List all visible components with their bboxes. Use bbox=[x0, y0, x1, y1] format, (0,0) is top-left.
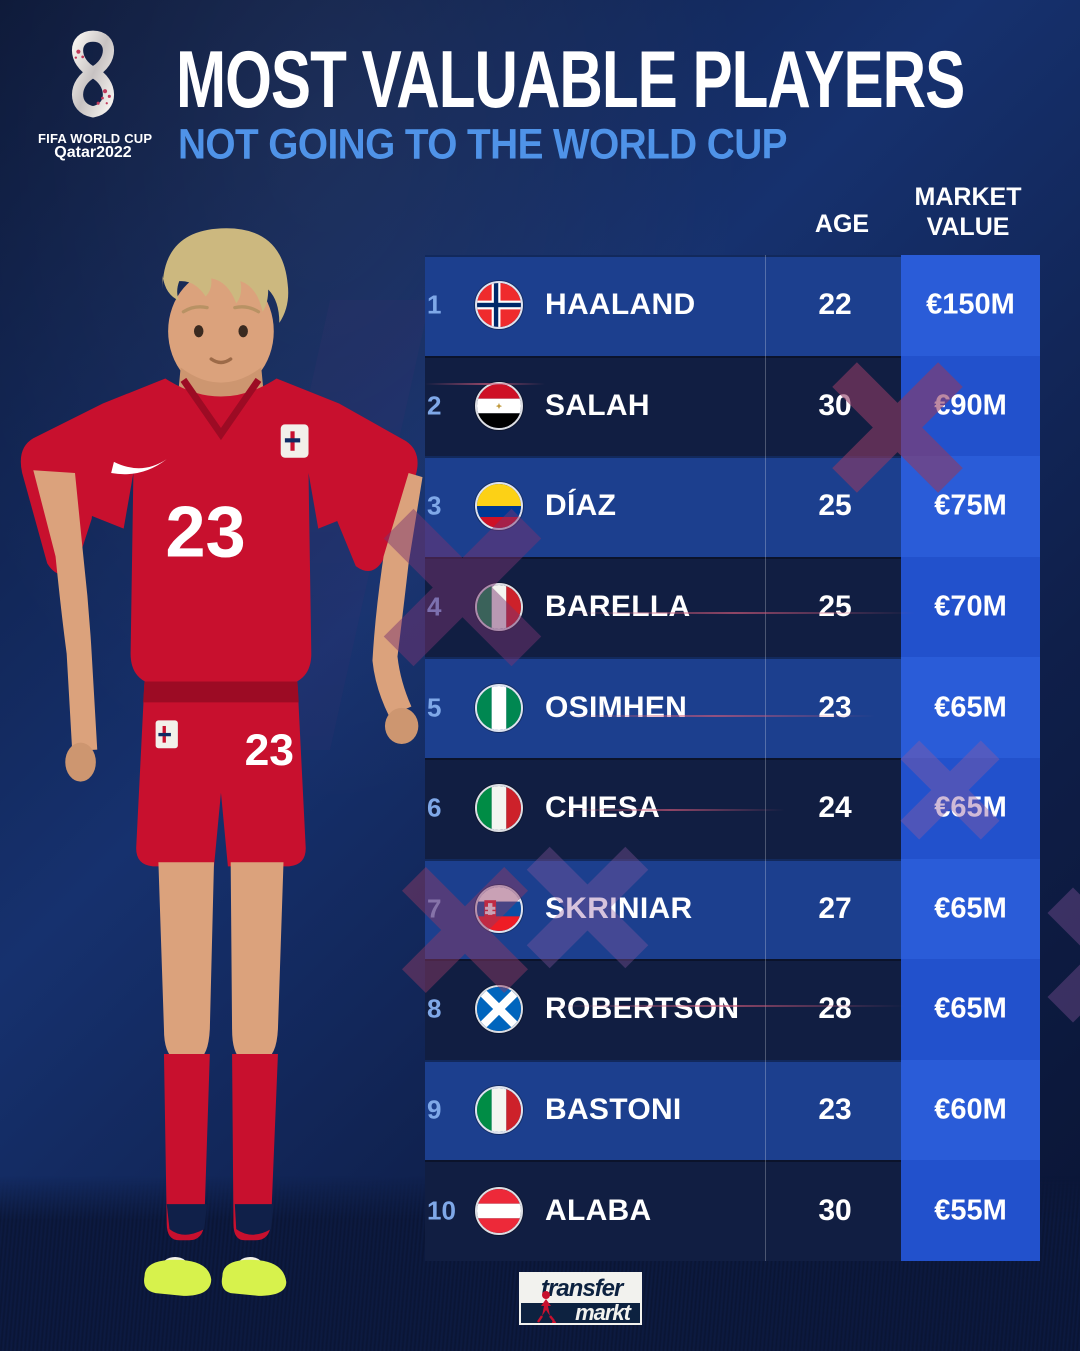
svg-text:23: 23 bbox=[165, 492, 245, 572]
svg-text:23: 23 bbox=[245, 726, 294, 775]
svg-text:✦: ✦ bbox=[496, 402, 503, 411]
